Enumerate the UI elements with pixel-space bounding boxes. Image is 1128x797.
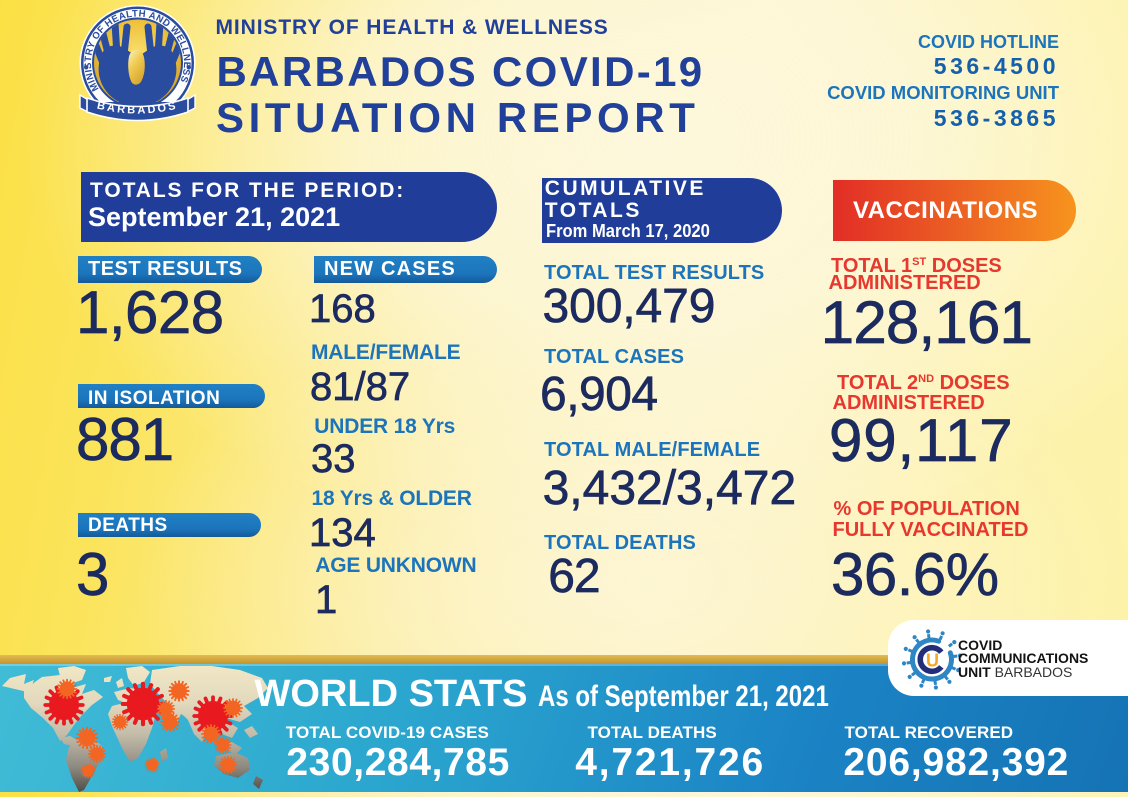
svg-text:U: U [926,651,939,671]
svg-text:BARBADOS: BARBADOS [96,100,179,117]
